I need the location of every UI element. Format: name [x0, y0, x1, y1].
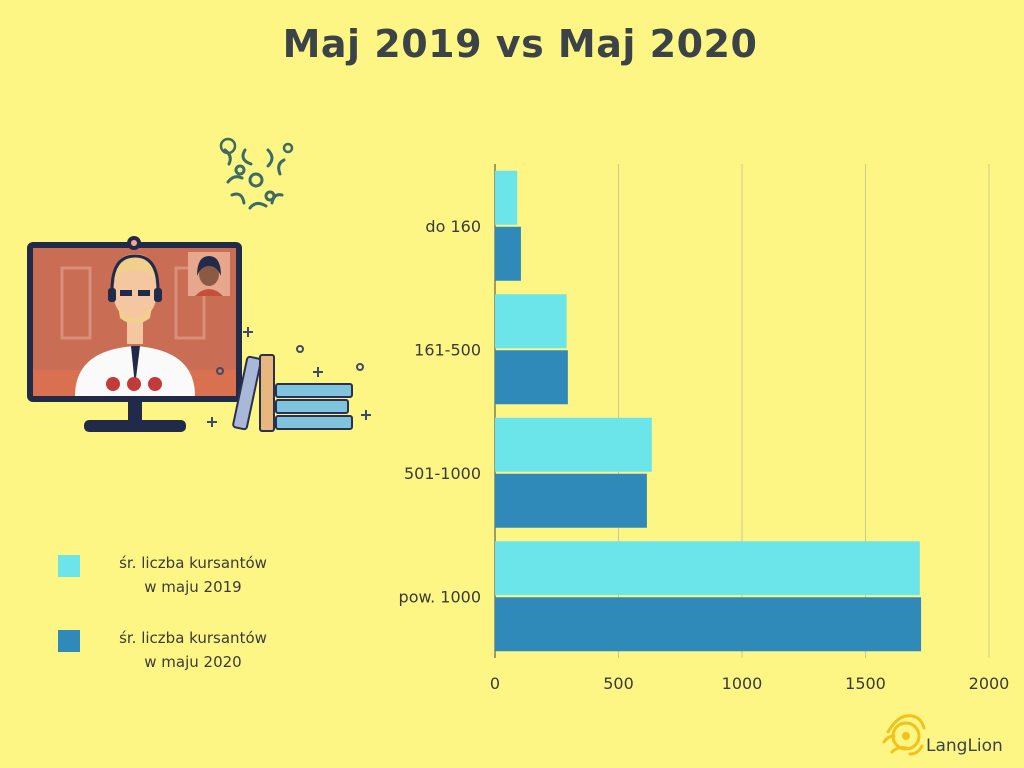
bar: [495, 226, 521, 281]
x-tick-label: 2000: [969, 674, 1010, 693]
bar: [495, 417, 652, 472]
bar: [495, 170, 518, 225]
x-tick-label: 0: [490, 674, 500, 693]
y-category-label: 501-1000: [404, 464, 481, 483]
x-tick-label: 500: [603, 674, 634, 693]
x-tick-label: 1500: [845, 674, 886, 693]
virus-icon: [219, 137, 294, 210]
brand-name: LangLion: [926, 736, 1003, 756]
y-category-label: do 160: [425, 217, 481, 236]
bar: [495, 597, 922, 652]
y-category-label: pow. 1000: [399, 587, 481, 606]
legend-swatch-2020: [58, 630, 80, 652]
legend-label-2019: śr. liczba kursantów w maju 2019: [119, 554, 267, 596]
bar: [495, 473, 647, 528]
call-controls: [106, 377, 162, 391]
small-video-window: [188, 252, 230, 296]
video-call-illustration: [27, 137, 371, 432]
y-category-label: 161-500: [414, 340, 481, 359]
bar: [495, 350, 568, 405]
books-stack: [232, 354, 353, 432]
bar: [495, 294, 567, 349]
sparkle-decorations: [207, 327, 371, 427]
person-avatar: [75, 254, 195, 396]
legend-swatch-2019: [58, 555, 80, 577]
legend-label-2020: śr. liczba kursantów w maju 2020: [119, 629, 267, 671]
lion-icon: [882, 714, 926, 756]
langlion-logo: LangLion: [880, 712, 1020, 762]
bar: [495, 541, 920, 596]
chart-title: Maj 2019 vs Maj 2020: [282, 22, 758, 66]
x-tick-label: 1000: [722, 674, 763, 693]
